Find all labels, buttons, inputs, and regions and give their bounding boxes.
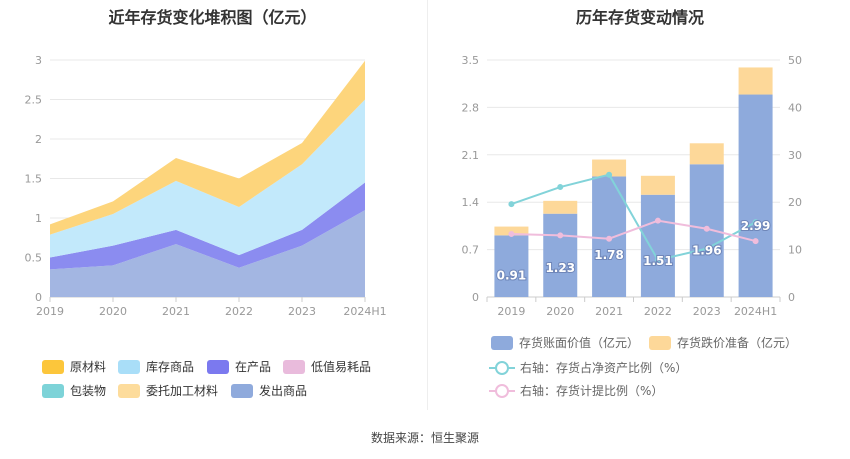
line-point-1 — [557, 232, 564, 239]
line-point-1 — [654, 217, 661, 224]
bar-book-value — [494, 235, 529, 297]
left-y-tick-label: 0 — [35, 291, 42, 304]
line-point-0 — [557, 184, 564, 191]
left-x-tick-label: 2022 — [225, 305, 253, 318]
bar-data-label: 1.96 — [692, 244, 722, 258]
bar-impairment — [689, 143, 724, 165]
right-y-tick-label: 3.5 — [462, 54, 480, 67]
right-y2-tick-label: 50 — [788, 54, 802, 67]
bar-data-label: 0.91 — [497, 268, 527, 282]
legend-swatch — [231, 384, 253, 398]
left-y-tick-label: 2.5 — [25, 94, 43, 107]
right-y2-tick-label: 0 — [788, 291, 795, 304]
right-x-tick-label: 2024H1 — [734, 305, 777, 318]
legend-swatch — [42, 360, 64, 374]
bar-data-label: 1.51 — [643, 254, 673, 268]
bar-data-label: 1.23 — [545, 261, 575, 275]
right-y2-tick-label: 30 — [788, 149, 802, 162]
line-point-0 — [703, 245, 710, 252]
line-point-1 — [508, 230, 515, 237]
line-point-1 — [752, 238, 759, 245]
left-chart-title: 近年存货变化堆积图（亿元） — [108, 8, 317, 27]
left-y-tick-label: 3 — [35, 54, 42, 67]
left-x-tick-label: 2021 — [162, 305, 190, 318]
right-y-tick-label: 1.4 — [462, 196, 480, 209]
bar-impairment — [640, 175, 675, 195]
legend-label: 低值易耗品 — [311, 359, 371, 374]
legend-label: 发出商品 — [259, 383, 307, 398]
legend-label: 存货账面价值（亿元） — [519, 335, 639, 350]
left-y-tick-label: 1.5 — [25, 173, 43, 186]
legend-swatch — [42, 384, 64, 398]
legend-swatch — [283, 360, 305, 374]
right-x-tick-label: 2020 — [546, 305, 574, 318]
bar-data-label: 1.78 — [594, 248, 624, 262]
left-y-tick-label: 1 — [35, 212, 42, 225]
legend-label: 包装物 — [70, 384, 106, 398]
right-y-tick-label: 0.7 — [462, 244, 480, 257]
left-x-tick-label: 2023 — [288, 305, 316, 318]
legend-swatch — [118, 384, 140, 398]
chart-divider — [427, 0, 428, 410]
bar-book-value — [543, 213, 578, 297]
left-y-tick-label: 2 — [35, 133, 42, 146]
right-x-tick-label: 2021 — [595, 305, 623, 318]
bar-impairment — [592, 159, 627, 177]
legend-swatch — [649, 336, 671, 350]
right-y-tick-label: 2.8 — [462, 101, 480, 114]
line-point-0 — [508, 201, 515, 208]
legend-label: 在产品 — [235, 360, 271, 374]
bar-data-label: 2.99 — [741, 219, 771, 233]
left-x-tick-label: 2019 — [36, 305, 64, 318]
legend-swatch — [491, 336, 513, 350]
bar-impairment — [738, 67, 773, 95]
legend-marker — [495, 361, 509, 375]
data-source: 数据来源：恒生聚源 — [370, 431, 479, 445]
right-y2-tick-label: 10 — [788, 244, 802, 257]
area-series-3 — [50, 60, 365, 235]
line-point-0 — [752, 219, 759, 226]
legend-swatch — [207, 360, 229, 374]
bar-book-value — [738, 94, 773, 297]
line-point-1 — [606, 235, 613, 242]
area-series-0 — [50, 210, 365, 297]
line-point-0 — [606, 171, 613, 178]
right-x-tick-label: 2023 — [693, 305, 721, 318]
area-series-2 — [50, 99, 365, 258]
legend-label: 原材料 — [70, 360, 106, 374]
left-y-tick-label: 0.5 — [25, 252, 43, 265]
line-series-0 — [511, 173, 757, 262]
right-y-tick-label: 0 — [472, 291, 479, 304]
line-series-1 — [511, 219, 756, 243]
right-x-tick-label: 2022 — [644, 305, 672, 318]
legend-swatch — [118, 360, 140, 374]
legend-marker — [495, 384, 509, 398]
area-series-1 — [50, 182, 365, 270]
line-point-0 — [654, 257, 661, 264]
legend-label: 委托加工材料 — [146, 384, 218, 398]
bar-impairment — [543, 200, 578, 214]
right-y2-tick-label: 20 — [788, 196, 802, 209]
line-point-1 — [703, 225, 710, 232]
right-chart-title: 历年存货变动情况 — [575, 8, 704, 27]
left-x-tick-label: 2024H1 — [343, 305, 386, 318]
legend-label: 右轴：存货计提比例（%） — [520, 383, 663, 398]
legend-label: 右轴：存货占净资产比例（%） — [520, 360, 687, 375]
bar-book-value — [640, 194, 675, 297]
left-x-tick-label: 2020 — [99, 305, 127, 318]
legend-label: 存货跌价准备（亿元） — [677, 335, 797, 350]
right-x-tick-label: 2019 — [497, 305, 525, 318]
right-y-tick-label: 2.1 — [462, 149, 480, 162]
legend-label: 库存商品 — [146, 359, 194, 374]
right-y2-tick-label: 40 — [788, 101, 802, 114]
